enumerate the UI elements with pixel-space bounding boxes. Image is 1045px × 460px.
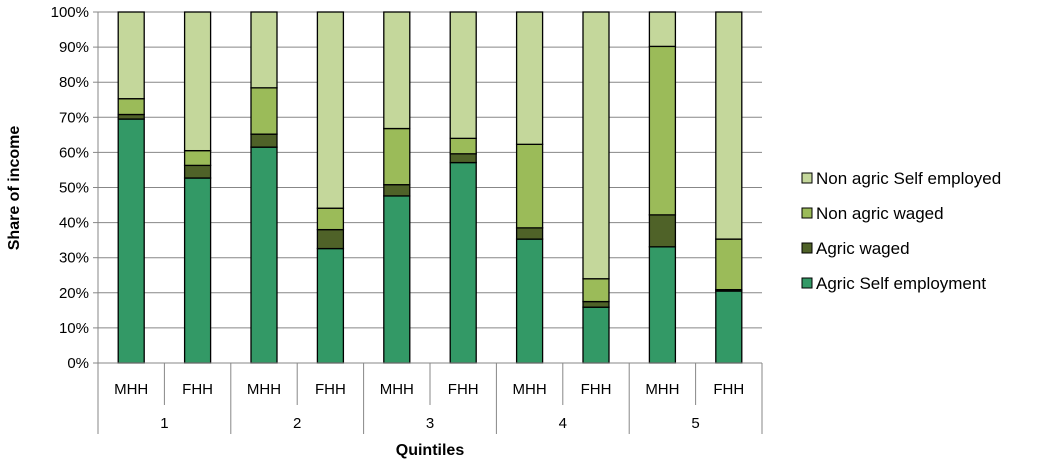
legend-swatch	[801, 172, 813, 184]
bar-segment	[582, 11, 610, 280]
x-category-label: MHH	[645, 381, 679, 398]
y-tick-label: 100%	[51, 4, 89, 21]
bar-segment	[715, 290, 743, 364]
bar-segment	[715, 238, 743, 291]
bar-segment	[648, 11, 677, 48]
bar-segment	[715, 11, 743, 240]
bar-segment	[582, 306, 610, 364]
bar-segment	[383, 11, 411, 130]
x-category-label: FHH	[182, 381, 213, 398]
x-group-label: 5	[691, 415, 699, 432]
bar-segment	[117, 118, 145, 364]
bar-segment	[250, 133, 278, 148]
bar-segment	[383, 127, 411, 186]
bar-segment	[383, 195, 411, 364]
legend-label: Non agric waged	[816, 204, 944, 223]
bar-segment	[515, 227, 544, 240]
bar-segment	[515, 143, 544, 229]
x-group-label: 4	[559, 415, 567, 432]
legend-item: Agric waged	[801, 239, 910, 258]
x-category-label: FHH	[448, 381, 479, 398]
x-axis-title: Quintiles	[396, 442, 465, 459]
bar-segment	[316, 228, 345, 250]
bars	[117, 11, 743, 364]
x-group-label: 3	[426, 415, 434, 432]
x-category-label: FHH	[713, 381, 744, 398]
y-tick-label: 90%	[59, 39, 89, 56]
bar-segment	[515, 11, 544, 145]
bar-segment	[449, 153, 477, 164]
bar-segment	[183, 164, 212, 179]
y-tick-label: 50%	[59, 180, 89, 197]
bar-segment	[449, 161, 477, 364]
bar-segment	[582, 278, 610, 303]
legend-swatch	[801, 277, 813, 289]
y-tick-label: 30%	[59, 250, 89, 267]
bar-segment	[117, 113, 145, 120]
bar-segment	[316, 247, 345, 364]
x-category-label: MHH	[247, 381, 281, 398]
bar-segment	[648, 246, 677, 364]
legend-item: Agric Self employment	[801, 274, 986, 293]
legend-label: Agric Self employment	[816, 274, 986, 293]
bar-segment	[183, 11, 212, 152]
x-group-label: 2	[293, 415, 301, 432]
y-tick-label: 60%	[59, 144, 89, 161]
bar-segment	[316, 11, 345, 209]
bar-segment	[183, 149, 212, 167]
bar-segment	[648, 45, 677, 216]
bar-segment	[117, 98, 145, 116]
bar-segment	[449, 137, 477, 155]
x-category-label: MHH	[380, 381, 414, 398]
x-category-labels: MHH FHH MHH FHH MHH FHH MHH FHH MHH FHH 1 2 3 4 5	[114, 381, 744, 432]
bar-segment	[250, 146, 278, 364]
bar-segment	[648, 214, 677, 248]
bar-segment	[449, 11, 477, 140]
bar-segment	[383, 184, 411, 197]
bar-segment	[117, 11, 145, 100]
bar-segment	[582, 300, 610, 308]
axes	[93, 11, 763, 434]
bar-segment	[316, 207, 345, 231]
bar-segment	[250, 11, 278, 89]
legend-swatch	[801, 207, 813, 219]
y-tick-label: 70%	[59, 109, 89, 126]
y-tick-label: 40%	[59, 215, 89, 232]
x-category-label: FHH	[315, 381, 346, 398]
legend-item: Non agric Self employed	[801, 169, 1001, 188]
bar-segment	[515, 238, 544, 364]
y-tick-label: 20%	[59, 285, 89, 302]
y-tick-label: 80%	[59, 74, 89, 91]
x-category-label: MHH	[513, 381, 547, 398]
x-category-label: MHH	[114, 381, 148, 398]
bar-segment	[250, 87, 278, 135]
bar-segment	[183, 177, 212, 364]
legend-label: Agric waged	[816, 239, 910, 258]
x-category-label: FHH	[581, 381, 612, 398]
y-tick-label: 10%	[59, 320, 89, 337]
y-tick-label: 0%	[67, 355, 89, 372]
legend-swatch	[801, 242, 813, 254]
legend-item: Non agric waged	[801, 204, 944, 223]
legend: Non agric Self employed Non agric waged Ag…	[801, 169, 1001, 293]
y-tick-labels: 0% 10% 20% 30% 40% 50% 60% 70% 80% 90% 100%	[51, 4, 89, 372]
y-axis-title: Share of income	[6, 126, 23, 251]
x-group-label: 1	[160, 415, 168, 432]
legend-label: Non agric Self employed	[816, 169, 1001, 188]
